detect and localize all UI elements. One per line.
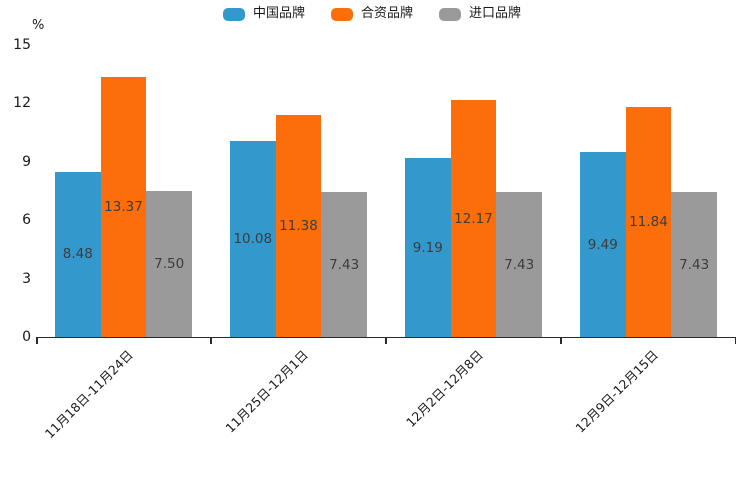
legend-item-label: 中国品牌 <box>252 6 305 21</box>
bar-group-2: 10.08 11.38 7.43 <box>211 45 386 337</box>
bar-group-1: 8.48 13.37 7.50 <box>36 45 211 337</box>
legend-swatch-icon <box>330 7 353 21</box>
legend-swatch-icon <box>222 7 245 21</box>
bar-value-label: 9.19 <box>412 239 443 256</box>
bar-合资品牌: 12.17 <box>450 100 497 337</box>
x-axis-tick <box>560 337 562 344</box>
y-tick-label: 12 <box>13 95 31 112</box>
bar-group-3: 9.19 12.17 7.43 <box>386 45 561 337</box>
legend-swatch-icon <box>439 7 461 21</box>
y-tick-label: 15 <box>13 37 31 53</box>
x-axis-label: 11月25日-12月1日 <box>222 347 312 436</box>
plot-area: 8.48 13.37 7.50 11月18日-11月24日 10.08 11.38 7.43… <box>36 45 736 441</box>
legend-item-3: 进口品牌 <box>439 6 521 22</box>
legend-item-1: 中国品牌 <box>222 6 305 22</box>
legend-item-label: 进口品牌 <box>469 6 522 21</box>
bar-进口品牌: 7.43 <box>671 192 718 337</box>
bar-中国品牌: 9.49 <box>579 152 626 337</box>
bar-value-label: 11.84 <box>629 213 668 230</box>
bar-value-label: 7.43 <box>504 256 535 273</box>
bar-value-label: 8.48 <box>62 246 93 263</box>
bar-value-label: 9.49 <box>587 236 618 253</box>
x-axis-tick <box>385 337 387 344</box>
x-axis-tick <box>210 337 212 344</box>
bar-group-4: 9.49 11.84 7.43 <box>561 45 736 337</box>
bar-value-label: 10.08 <box>233 230 273 247</box>
legend-item-2: 合资品牌 <box>330 6 413 22</box>
chart-legend: 中国品牌 合资品牌 进口品牌 <box>0 6 744 22</box>
x-axis-label: 12月9日-12月15日 <box>572 347 662 436</box>
bar-中国品牌: 9.19 <box>404 158 451 337</box>
bar-进口品牌: 7.43 <box>496 192 543 337</box>
bar-value-label: 12.17 <box>454 210 493 227</box>
x-axis-label: 11月18日-11月24日 <box>42 347 137 442</box>
y-tick-label: 9 <box>22 153 31 170</box>
legend-item-label: 合资品牌 <box>360 6 413 21</box>
bar-value-label: 7.43 <box>679 256 710 273</box>
bar-value-label: 13.37 <box>104 198 143 215</box>
x-axis-tick <box>36 337 38 344</box>
bar-进口品牌: 7.43 <box>321 192 368 337</box>
x-axis-tick <box>734 337 736 344</box>
bar-中国品牌: 10.08 <box>229 140 276 337</box>
y-tick-label: 0 <box>22 329 31 345</box>
bar-value-label: 7.43 <box>329 256 360 273</box>
bar-中国品牌: 8.48 <box>54 171 101 337</box>
y-tick-label: 6 <box>22 212 31 229</box>
bar-合资品牌: 13.37 <box>100 76 147 337</box>
x-axis-label: 12月2日-12月8日 <box>403 347 487 431</box>
bar-value-label: 11.38 <box>279 218 318 235</box>
bar-合资品牌: 11.84 <box>625 106 672 337</box>
bar-value-label: 7.50 <box>154 256 185 272</box>
bar-合资品牌: 11.38 <box>275 115 322 337</box>
y-axis-unit-label: % <box>32 18 45 33</box>
y-tick-label: 3 <box>22 270 31 287</box>
bar-进口品牌: 7.50 <box>146 191 193 337</box>
